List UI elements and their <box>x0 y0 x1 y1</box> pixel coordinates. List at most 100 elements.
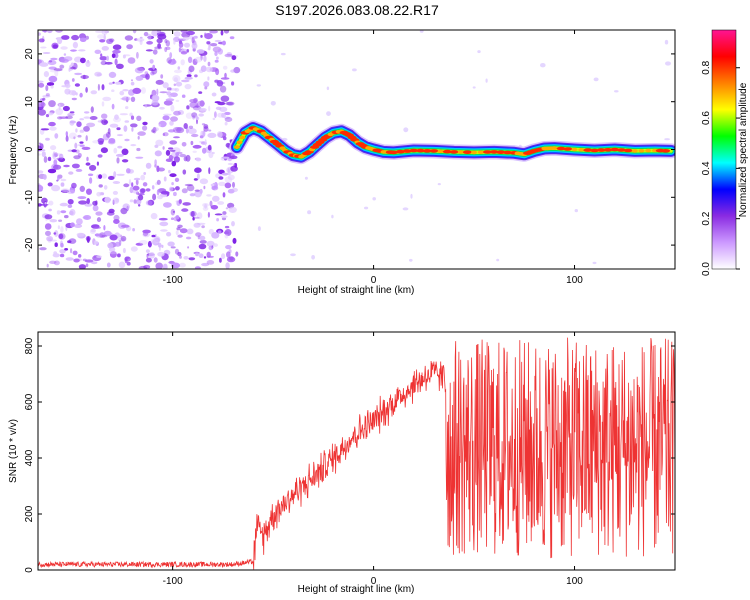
noise-blob <box>90 106 94 113</box>
noise-blob <box>135 156 144 159</box>
noise-blob <box>168 169 171 174</box>
noise-blob <box>101 30 108 35</box>
noise-blob <box>175 99 180 102</box>
noise-blob <box>168 94 172 98</box>
noise-blob <box>99 39 106 43</box>
noise-blob <box>151 185 155 190</box>
noise-blob <box>163 176 167 182</box>
noise-speck <box>257 226 261 232</box>
noise-blob <box>123 54 131 57</box>
noise-blob <box>194 167 202 173</box>
noise-blob <box>187 128 197 135</box>
y-tick-label: 800 <box>24 337 35 354</box>
noise-blob <box>169 149 176 152</box>
noise-blob <box>229 155 238 160</box>
noise-blob <box>159 106 165 110</box>
noise-speck <box>410 193 413 199</box>
noise-blob <box>142 229 151 234</box>
ridge-hotspot <box>631 149 638 153</box>
spectrogram-x-axis-label: Height of straight line (km) <box>298 285 415 296</box>
noise-blob <box>38 203 42 207</box>
noise-blob <box>195 115 198 120</box>
noise-blob <box>115 198 119 203</box>
noise-blob <box>196 173 200 180</box>
noise-blob <box>95 211 103 216</box>
noise-blob <box>112 181 121 184</box>
noise-blob <box>187 56 193 63</box>
noise-blob <box>152 127 159 132</box>
noise-blob <box>58 233 64 239</box>
noise-blob <box>218 181 226 187</box>
noise-blob <box>122 89 129 92</box>
noise-speck <box>409 258 413 262</box>
noise-blob <box>121 224 130 228</box>
noise-blob <box>171 160 177 167</box>
noise-blob <box>186 30 195 36</box>
colorbar-gradient <box>711 29 737 270</box>
noise-blob <box>97 34 105 39</box>
noise-blob <box>96 191 102 197</box>
noise-blob <box>115 81 122 85</box>
noise-blob <box>51 184 61 192</box>
noise-blob <box>78 49 86 52</box>
noise-blob <box>49 219 58 223</box>
noise-blob <box>102 133 110 141</box>
noise-blob <box>231 81 235 86</box>
noise-blob <box>67 240 72 244</box>
noise-blob <box>55 108 64 116</box>
noise-blob <box>158 217 168 221</box>
noise-speck <box>614 90 619 93</box>
noise-blob <box>210 183 215 187</box>
noise-speck <box>485 78 488 83</box>
snr-y-axis-label: SNR (10 * v/v) <box>8 419 19 483</box>
noise-blob <box>200 65 207 72</box>
noise-blob <box>132 30 137 34</box>
noise-blob <box>162 132 169 137</box>
noise-blob <box>116 127 121 131</box>
noise-blob <box>160 167 164 171</box>
noise-blob <box>196 222 206 225</box>
noise-blob <box>202 147 207 154</box>
noise-blob <box>60 182 65 187</box>
noise-blob <box>145 49 153 52</box>
noise-blob <box>119 90 125 96</box>
noise-blob <box>86 188 92 195</box>
noise-blob <box>84 203 93 207</box>
colorbar-tick-label: 0.4 <box>701 161 712 175</box>
noise-blob <box>157 33 167 40</box>
noise-blob <box>129 199 134 203</box>
noise-blob <box>49 69 57 73</box>
noise-blob <box>103 120 109 124</box>
noise-blob <box>59 249 66 254</box>
noise-blob <box>158 124 162 127</box>
noise-blob <box>165 158 173 162</box>
noise-blob <box>160 191 170 195</box>
noise-blob <box>43 30 47 33</box>
noise-blob <box>46 236 53 242</box>
noise-blob <box>136 147 141 152</box>
noise-blob <box>125 106 129 110</box>
colorbar-tick-label: 0.0 <box>701 262 712 276</box>
noise-blob <box>85 87 88 93</box>
noise-blob <box>178 199 182 204</box>
noise-speck <box>326 86 330 91</box>
noise-blob <box>48 60 53 63</box>
noise-blob <box>159 91 168 94</box>
y-tick-label: 600 <box>24 393 35 410</box>
noise-blob <box>47 156 52 162</box>
noise-blob <box>63 164 70 168</box>
noise-blob <box>205 66 213 73</box>
noise-blob <box>133 177 141 181</box>
noise-blob <box>41 151 46 158</box>
noise-blob <box>189 99 198 103</box>
noise-blob <box>43 71 50 78</box>
noise-blob <box>107 242 114 249</box>
noise-blob <box>184 83 192 90</box>
colorbar: 0.0 0.2 0.4 0.6 0.8 Normalized spectral ampl… <box>701 29 749 276</box>
noise-blob <box>170 246 176 249</box>
noise-blob <box>113 171 117 178</box>
noise-blob <box>168 147 174 150</box>
noise-blob <box>177 234 183 238</box>
noise-blob <box>59 153 64 160</box>
x-tick-label: 100 <box>566 576 583 587</box>
